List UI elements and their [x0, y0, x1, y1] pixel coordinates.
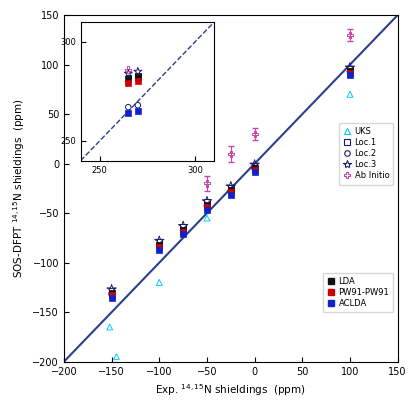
Point: [180, 229, 186, 235]
Point: [204, 207, 210, 213]
Point: [180, 223, 186, 229]
Point: [347, 65, 353, 72]
Point: [347, 67, 353, 74]
Point: [347, 68, 353, 75]
Point: [156, 238, 163, 244]
Point: [180, 224, 186, 230]
Point: [204, 215, 210, 221]
Point: [156, 242, 163, 248]
Point: [108, 290, 115, 297]
Point: [108, 287, 115, 294]
Point: [347, 91, 353, 98]
Point: [108, 295, 115, 301]
Point: [227, 189, 234, 196]
Point: [204, 203, 210, 209]
Point: [156, 238, 163, 245]
Point: [204, 180, 210, 187]
Point: [227, 183, 234, 190]
Point: [227, 187, 234, 193]
Point: [347, 71, 353, 78]
Point: [108, 292, 115, 299]
Point: [156, 243, 163, 250]
Point: [347, 31, 353, 38]
Point: [347, 64, 353, 71]
Point: [156, 279, 163, 286]
Point: [347, 69, 353, 76]
Legend: LDA, PW91-PW91, ACLDA: LDA, PW91-PW91, ACLDA: [323, 273, 393, 312]
Y-axis label: SOS-DFPT $^{14,15}$N shieldings  (ppm): SOS-DFPT $^{14,15}$N shieldings (ppm): [11, 99, 27, 278]
Point: [156, 247, 163, 253]
Point: [156, 243, 163, 249]
Point: [227, 151, 234, 157]
Point: [180, 227, 186, 233]
Point: [227, 192, 234, 199]
Point: [251, 166, 258, 173]
Point: [251, 164, 258, 171]
Point: [204, 198, 210, 204]
Point: [204, 204, 210, 211]
Point: [251, 130, 258, 137]
Point: [180, 228, 186, 234]
Point: [251, 165, 258, 172]
Point: [251, 168, 258, 175]
X-axis label: Exp. $^{14,15}$N shieldings  (ppm): Exp. $^{14,15}$N shieldings (ppm): [155, 382, 306, 398]
Point: [108, 291, 115, 298]
Point: [204, 199, 210, 206]
Point: [251, 162, 258, 168]
Point: [113, 353, 120, 360]
Point: [204, 202, 210, 209]
Point: [180, 231, 186, 237]
Point: [108, 286, 115, 293]
Point: [227, 184, 234, 191]
Point: [251, 162, 258, 169]
Point: [227, 188, 234, 195]
Point: [106, 324, 113, 330]
